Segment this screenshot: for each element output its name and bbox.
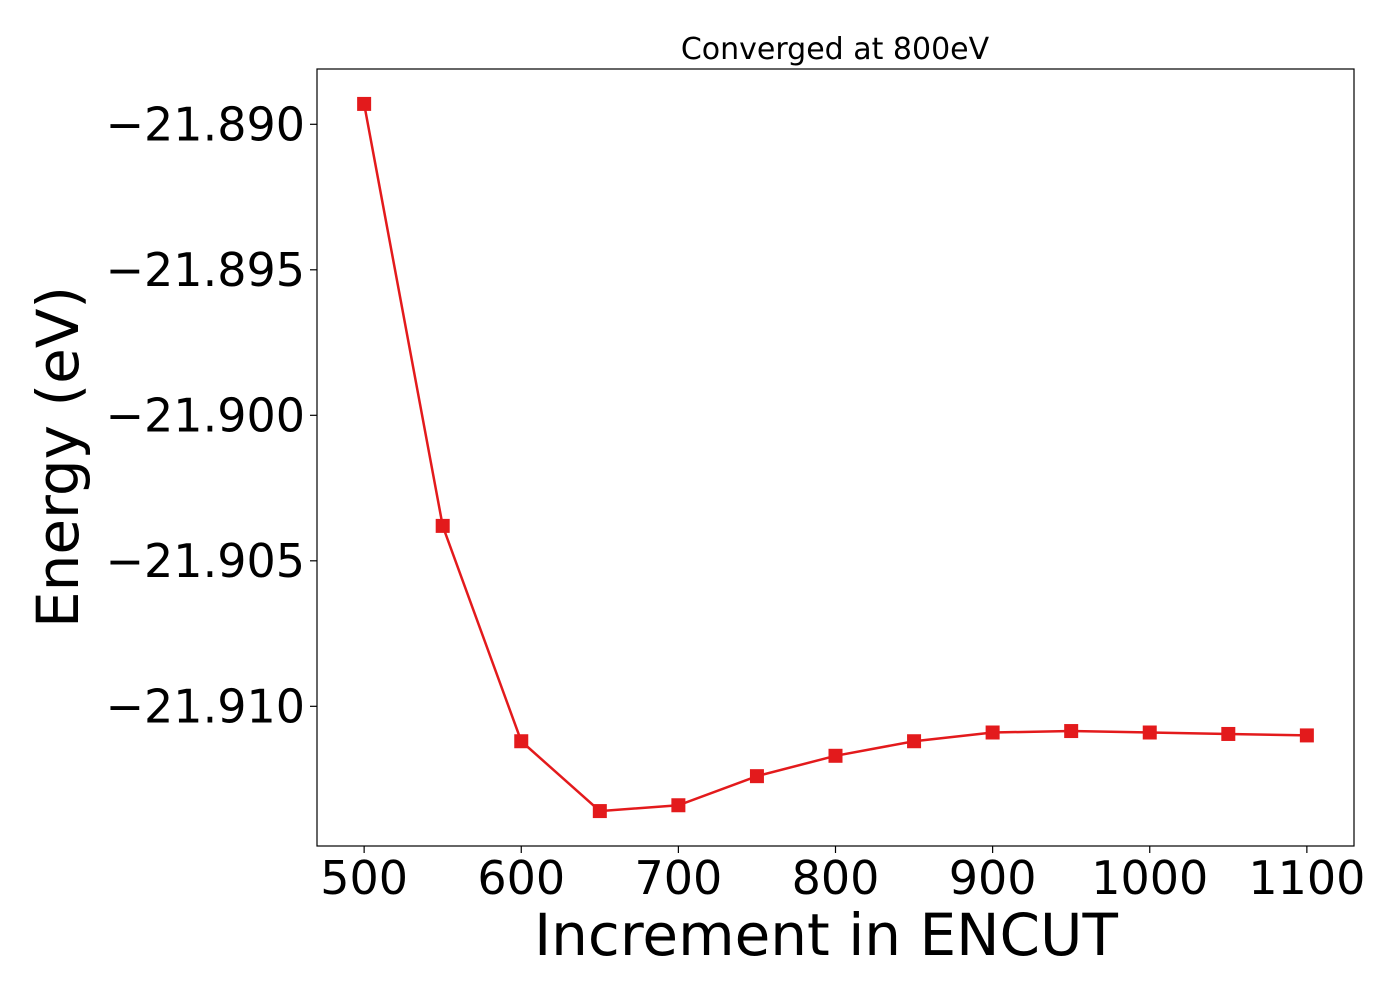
data-point-marker: [1064, 724, 1079, 739]
x-tick-label: 900: [949, 851, 1037, 905]
x-tick-label: 1100: [1248, 851, 1365, 905]
data-point-marker: [1299, 728, 1314, 743]
data-point-marker: [671, 798, 686, 813]
x-axis-ticks: 500 600 700 800 900 1000 1100: [320, 846, 1365, 905]
y-tick-label: −21.900: [106, 388, 306, 442]
x-tick-label: 600: [477, 851, 565, 905]
y-axis-ticks: −21.890 −21.895 −21.900 −21.905 −21.910: [106, 97, 317, 733]
data-point-marker: [907, 734, 922, 749]
x-tick-label: 700: [634, 851, 722, 905]
y-axis-label: Energy (eV): [24, 286, 92, 628]
data-point-marker: [592, 804, 607, 819]
data-point-marker: [1142, 725, 1157, 740]
data-point-marker: [514, 734, 529, 749]
data-point-marker: [357, 96, 372, 111]
x-tick-label: 800: [792, 851, 880, 905]
data-point-marker: [985, 725, 1000, 740]
x-tick-label: 500: [320, 851, 408, 905]
chart-title: Converged at 800eV: [681, 32, 990, 67]
data-point-marker: [1221, 726, 1236, 741]
x-tick-label: 1000: [1091, 851, 1208, 905]
y-tick-label: −21.905: [106, 534, 306, 588]
y-tick-label: −21.910: [106, 679, 306, 733]
data-point-marker: [435, 518, 450, 533]
data-point-marker: [828, 748, 843, 763]
y-tick-label: −21.895: [106, 243, 306, 297]
y-tick-label: −21.890: [106, 97, 306, 151]
x-axis-label: Increment in ENCUT: [534, 901, 1118, 969]
series-line: [362, 103, 1307, 813]
series-layer: [357, 96, 1314, 819]
data-point-marker: [749, 769, 764, 784]
plot-area-frame: [316, 68, 1355, 847]
